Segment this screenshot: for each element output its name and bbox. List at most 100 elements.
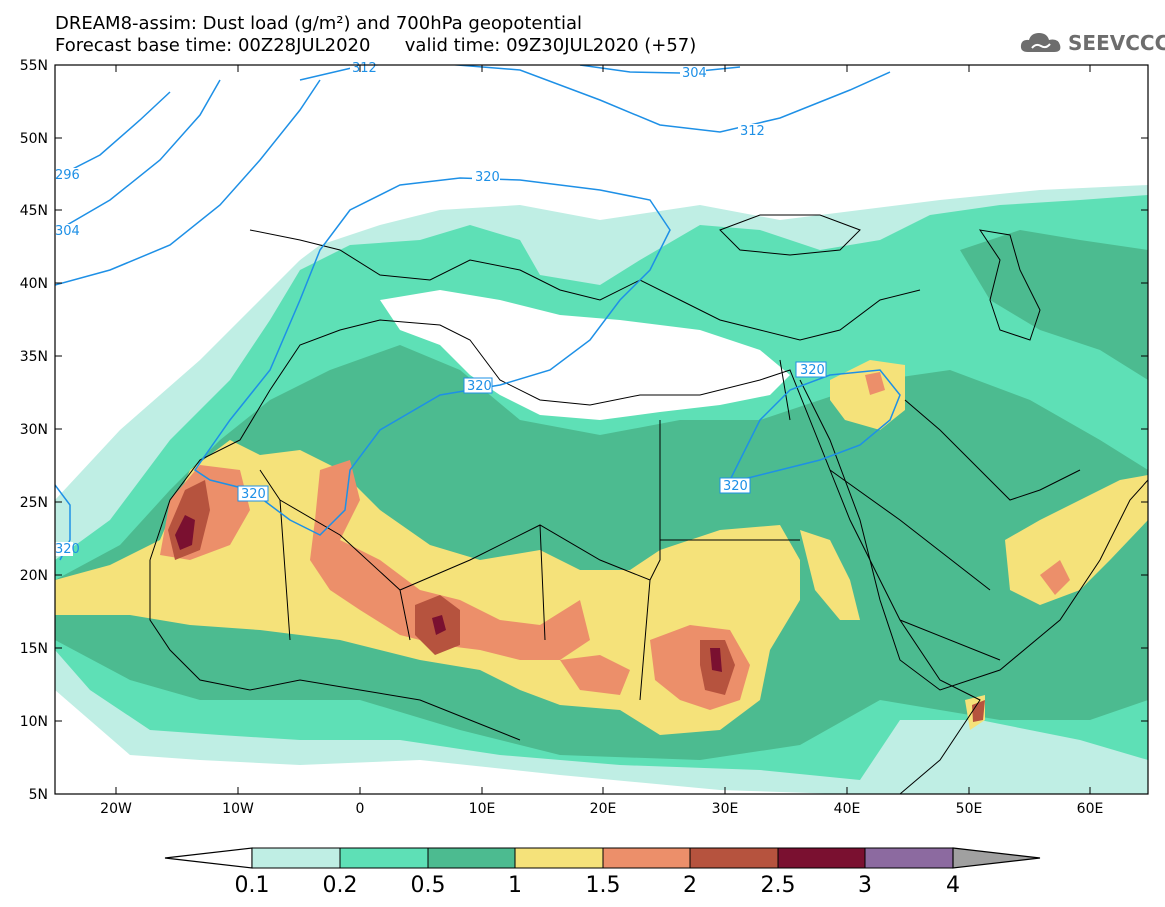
svg-text:320: 320 xyxy=(475,170,500,185)
logo-text: SEEVCCC xyxy=(1068,31,1165,55)
colorbar-swatch xyxy=(689,847,779,869)
lon-label: 10W xyxy=(222,801,254,817)
svg-text:320: 320 xyxy=(55,542,80,557)
dust-band-1.5-oman xyxy=(1040,560,1070,595)
colorbar: 0.1 0.2 0.5 1 1.5 2 2.5 3 4 xyxy=(164,847,1041,898)
contour-label: 304 xyxy=(55,224,80,239)
lon-label: 50E xyxy=(956,801,983,817)
svg-text:320: 320 xyxy=(723,479,748,494)
cloud-icon xyxy=(1020,33,1061,52)
colorbar-label: 3 xyxy=(858,873,872,898)
coastlines xyxy=(149,214,1148,794)
colorbar-label: 1 xyxy=(508,873,522,898)
lat-label: 30N xyxy=(20,422,48,438)
africa-coast xyxy=(149,319,981,794)
lat-label: 10N xyxy=(20,714,48,730)
svg-text:320: 320 xyxy=(800,363,825,378)
svg-text:312: 312 xyxy=(740,124,765,139)
dust-band-1-redsea xyxy=(800,530,860,620)
colorbar-label: 0.5 xyxy=(411,873,446,898)
gulf-coast xyxy=(904,399,1081,501)
contour-304-west xyxy=(55,79,221,233)
west-africa-coast xyxy=(149,560,521,741)
dust-band-2.5 xyxy=(175,515,195,550)
colorbar-label: 0.1 xyxy=(235,873,270,898)
dust-band-2-somalia xyxy=(972,700,985,722)
dust-band-1-arabia xyxy=(1005,475,1148,605)
contour-312-north xyxy=(299,65,891,133)
map-subtitle: Forecast base time: 00Z28JUL2020 valid t… xyxy=(55,36,696,56)
caspian-coast xyxy=(978,229,1041,341)
forecast-base-time: Forecast base time: 00Z28JUL2020 xyxy=(55,35,371,56)
lat-label: 20N xyxy=(20,568,48,584)
contour-label: 320 xyxy=(55,542,80,557)
contour-labels: 312 304 312 296 304 320 320 320 320 320 … xyxy=(55,61,827,557)
svg-text:304: 304 xyxy=(55,224,80,239)
map-title: DREAM8-assim: Dust load (g/m²) and 700hP… xyxy=(55,13,582,34)
mediterranean-clear xyxy=(380,290,790,420)
lat-label: 35N xyxy=(20,349,48,365)
colorbar-swatch xyxy=(514,847,604,869)
dust-band-2.5-niger xyxy=(432,615,446,635)
contour-296 xyxy=(55,91,171,179)
colorbar-swatch xyxy=(864,847,954,869)
lon-label: 20W xyxy=(100,801,132,817)
colorbar-label: 2 xyxy=(683,873,697,898)
contour-label: 320 xyxy=(463,377,493,394)
dust-fields xyxy=(55,65,1148,794)
seevccc-logo: SEEVCCC xyxy=(1018,30,1165,56)
contour-label: 320 xyxy=(472,170,500,185)
contour-304 xyxy=(579,65,741,74)
svg-text:320: 320 xyxy=(241,487,266,502)
colorbar-low-arrow xyxy=(164,847,253,869)
colorbar-label: 2.5 xyxy=(761,873,796,898)
dust-band-1.5-chad xyxy=(560,655,630,695)
contour-low xyxy=(55,79,321,286)
lat-label: 45N xyxy=(20,203,48,219)
colorbar-swatch xyxy=(777,847,866,869)
colorbar-high-arrow xyxy=(952,847,1041,869)
colorbar-label: 0.2 xyxy=(323,873,358,898)
contour-label: 320 xyxy=(237,485,269,502)
svg-text:312: 312 xyxy=(352,61,377,76)
contour-label: 320 xyxy=(795,361,827,378)
svg-text:296: 296 xyxy=(55,168,80,183)
colorbar-label: 4 xyxy=(946,873,960,898)
lat-label: 40N xyxy=(20,276,48,292)
dust-band-1.5-mali xyxy=(310,460,590,660)
lat-label: 25N xyxy=(20,495,48,511)
contour-label: 296 xyxy=(55,168,80,183)
contour-label: 312 xyxy=(350,61,377,76)
colorbar-swatch xyxy=(251,847,341,869)
lat-label: 5N xyxy=(29,787,48,803)
lon-label: 0 xyxy=(356,801,365,817)
lat-label: 50N xyxy=(20,131,48,147)
lat-label: 55N xyxy=(20,58,48,74)
svg-text:320: 320 xyxy=(467,379,492,394)
colorbar-swatch xyxy=(427,847,516,869)
lon-label: 40E xyxy=(834,801,861,817)
dust-band-1.5-iraq xyxy=(865,372,885,395)
valid-time: valid time: 09Z30JUL2020 (+57) xyxy=(404,35,697,56)
contour-label: 312 xyxy=(738,124,765,139)
europe-clear xyxy=(55,65,1148,470)
dust-band-0.5-east xyxy=(960,230,1148,380)
lat-axis: 55N 50N 45N 40N 35N 30N 25N 20N 15N 10N … xyxy=(20,58,1148,803)
colorbar-label: 1.5 xyxy=(586,873,621,898)
contour-label: 304 xyxy=(680,66,707,81)
black-sea-coast xyxy=(719,214,861,256)
dust-band-2.5-sudan xyxy=(710,648,722,672)
colorbar-swatch xyxy=(339,847,429,869)
border-lines xyxy=(259,359,1001,701)
svg-text:304: 304 xyxy=(682,66,707,81)
contour-320-main xyxy=(193,177,671,536)
lon-label: 10E xyxy=(469,801,496,817)
arabia-coast xyxy=(799,379,1148,691)
contour-label: 320 xyxy=(719,477,751,494)
lon-label: 20E xyxy=(590,801,617,817)
lon-label: 30E xyxy=(712,801,739,817)
lon-label: 60E xyxy=(1077,801,1104,817)
europe-coast xyxy=(249,229,921,341)
colorbar-swatch xyxy=(602,847,691,869)
